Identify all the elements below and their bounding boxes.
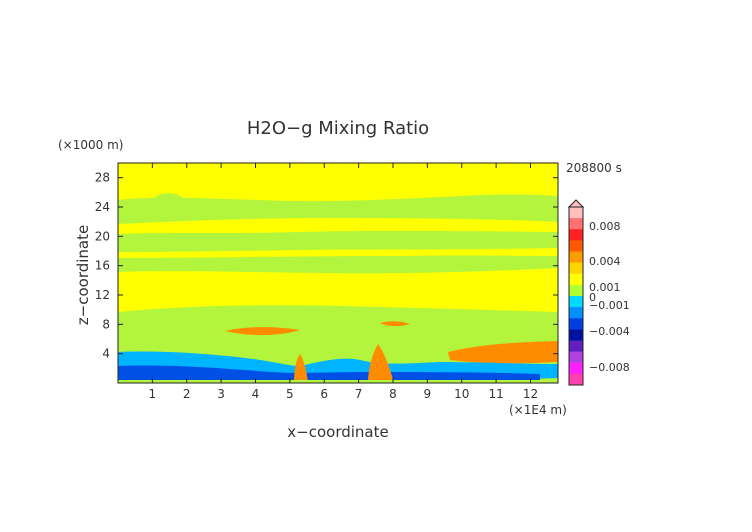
x-tick-label: 2 <box>183 387 191 401</box>
x-tick-label: 7 <box>355 387 363 401</box>
contour-patch <box>118 194 558 224</box>
x-tick-label: 10 <box>454 387 469 401</box>
region-positive <box>225 321 558 364</box>
chart-title: H2O−g Mixing Ratio <box>247 118 429 139</box>
colorbar-swatch <box>569 340 583 353</box>
y-tick-label: 12 <box>95 288 110 302</box>
colorbar-frame <box>568 206 584 386</box>
colorbar-swatch <box>569 251 583 264</box>
y-tick-label: 24 <box>95 200 110 214</box>
y-tick-label: 4 <box>102 347 110 361</box>
colorbar-swatch <box>569 296 583 308</box>
x-tick-label: 8 <box>389 387 397 401</box>
colorbar-swatch <box>569 207 583 219</box>
contour-patch <box>448 341 558 364</box>
colorbar-swatch <box>569 318 583 330</box>
colorbar-swatch <box>569 362 583 375</box>
x-axis-label: x−coordinate <box>287 423 388 441</box>
y-tick-label: 16 <box>95 259 110 273</box>
x-unit-label: (×1E4 m) <box>509 403 567 417</box>
x-tick-label: 5 <box>286 387 294 401</box>
colorbar-swatch <box>569 229 583 241</box>
colorbar-label: −0.001 <box>589 299 630 312</box>
colorbar-label: 0 <box>589 291 596 304</box>
y-axis-label: z−coordinate <box>74 225 92 325</box>
colorbar-label: −0.004 <box>589 325 630 338</box>
colorbar-label: 0.001 <box>589 281 621 294</box>
plot-frame <box>117 162 559 384</box>
contour-patch <box>118 255 558 274</box>
colorbar-swatch <box>569 273 583 286</box>
y-unit-label: (×1000 m) <box>58 138 123 152</box>
colorbar-swatch <box>569 307 583 319</box>
colorbar-swatch <box>569 240 583 252</box>
contour-patch <box>368 344 394 383</box>
contour-patch <box>155 193 182 200</box>
contour-patch <box>118 230 558 252</box>
x-axis-ticks: 1 2 3 4 5 6 7 8 9 10 11 12 <box>149 163 538 401</box>
region-negative <box>118 351 558 382</box>
contour-patch <box>380 321 410 327</box>
colorbar-swatch <box>569 218 583 230</box>
colorbar-swatch <box>569 373 583 386</box>
x-tick-label: 6 <box>320 387 328 401</box>
region-positive-plumes <box>294 344 394 383</box>
x-tick-label: 1 <box>149 387 157 401</box>
colorbar-label: −0.008 <box>589 361 630 374</box>
y-axis-ticks: 4 8 12 16 20 24 28 <box>95 171 558 361</box>
colorbar-swatch <box>569 262 583 275</box>
x-tick-label: 3 <box>217 387 225 401</box>
x-tick-label: 4 <box>252 387 260 401</box>
x-tick-label: 12 <box>523 387 538 401</box>
x-tick-label: 9 <box>424 387 432 401</box>
colorbar-arrow <box>567 199 585 208</box>
contour-patch <box>118 365 540 380</box>
contour-patch <box>294 354 308 383</box>
surface-stripe <box>118 380 558 383</box>
contour-patch <box>225 327 300 336</box>
colorbar-swatch <box>569 351 583 364</box>
time-label: 208800 s <box>566 161 622 175</box>
y-tick-label: 20 <box>95 229 110 243</box>
plot-area <box>117 162 559 384</box>
colorbar-swatch <box>569 284 583 297</box>
x-tick-label: 11 <box>488 387 503 401</box>
colorbar-label: 0.008 <box>589 220 621 233</box>
y-tick-label: 8 <box>102 317 110 331</box>
y-tick-label: 28 <box>95 171 110 185</box>
colorbar-label: 0.004 <box>589 255 621 268</box>
colorbar-swatch <box>569 329 583 341</box>
